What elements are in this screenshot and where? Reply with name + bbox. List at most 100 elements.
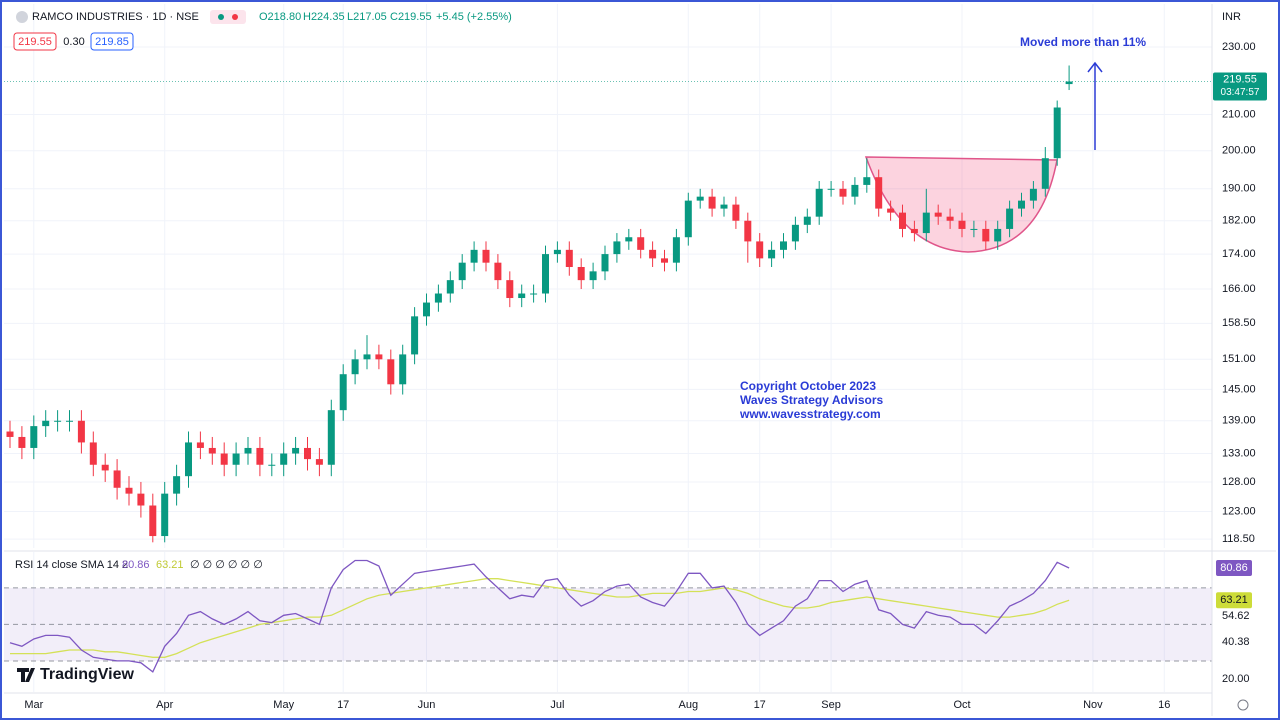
candle-body — [589, 271, 597, 281]
y-tick-label: 128.00 — [1222, 476, 1256, 488]
currency[interactable]: INR — [1222, 11, 1241, 23]
candle-body — [851, 184, 859, 197]
candle-body — [887, 208, 895, 213]
arrow-head — [1087, 61, 1103, 73]
settings-icon[interactable] — [1237, 699, 1249, 711]
candle-body — [113, 470, 121, 488]
candle-body — [458, 262, 466, 281]
annotation: Waves Strategy Advisors — [740, 393, 883, 407]
candle-body — [42, 420, 50, 427]
x-tick-label: Nov — [1083, 699, 1103, 711]
candle-body — [1053, 107, 1061, 159]
status-dot — [232, 14, 238, 20]
candle-body — [137, 493, 145, 506]
status-pill — [210, 10, 246, 24]
candle-body — [280, 453, 288, 465]
candle-body — [565, 249, 573, 268]
candle-body — [6, 431, 14, 437]
candle-body — [946, 216, 954, 221]
y-tick-label: 182.00 — [1222, 215, 1256, 227]
candle-body — [1065, 81, 1073, 85]
candle-body — [304, 447, 311, 460]
candle-body — [518, 293, 526, 299]
candle-body — [970, 228, 978, 230]
candle-body — [875, 177, 883, 209]
candle-body — [125, 487, 133, 494]
candle-body — [220, 453, 228, 465]
buy-box[interactable] — [90, 32, 134, 51]
annotation: Copyright October 2023 — [740, 379, 876, 393]
y-tick-label: 133.00 — [1222, 447, 1256, 459]
candle-body — [720, 204, 728, 209]
status-dot — [218, 14, 224, 20]
candle-body — [661, 258, 668, 263]
x-tick-label: Oct — [953, 699, 970, 711]
candle-body — [696, 196, 704, 201]
x-tick-label: Apr — [156, 699, 173, 711]
candle-body — [149, 505, 157, 537]
candle-body — [351, 359, 359, 375]
y-tick-label: 230.00 — [1222, 41, 1256, 53]
y-tick-label: 174.00 — [1222, 248, 1256, 260]
value-badge-label: 63.21 — [1220, 594, 1248, 606]
x-tick-label: 17 — [337, 699, 349, 711]
candle-body — [494, 262, 502, 281]
indicator-line — [10, 578, 1070, 658]
value-badge — [1216, 560, 1252, 577]
annotation: Moved more than 11% — [1020, 35, 1146, 49]
indicator-value: 80.86 — [122, 559, 150, 571]
indicator-value: 63.21 — [156, 559, 184, 571]
candle-body — [30, 426, 38, 448]
y-tick-label: 54.62 — [1222, 610, 1250, 622]
candle-body — [839, 188, 847, 197]
symbol[interactable]: RAMCO INDUSTRIES · 1D · NSE — [32, 11, 199, 23]
candle-body — [780, 241, 787, 250]
candle-body — [18, 436, 26, 448]
ohlc: O218.80 — [259, 11, 301, 23]
candle-body — [684, 200, 692, 238]
y-tick-label: 190.00 — [1222, 183, 1256, 195]
ohlc: L217.05 — [347, 11, 387, 23]
candle-body — [244, 447, 252, 454]
candle-body — [315, 459, 323, 465]
x-tick-label: Jun — [418, 699, 436, 711]
candle-body — [744, 220, 752, 242]
x-tick-label: Sep — [821, 699, 841, 711]
buy-price[interactable]: 219.85 — [95, 36, 129, 48]
candle-body — [434, 293, 442, 303]
sell-price[interactable]: 219.55 — [18, 36, 52, 48]
symbol-logo — [16, 11, 28, 23]
candle-body — [161, 493, 169, 537]
candle-body — [423, 302, 430, 317]
countdown: 03:47:57 — [1221, 87, 1260, 98]
y-tick-label: 166.00 — [1222, 283, 1256, 295]
candle-body — [601, 254, 609, 272]
candle-body — [77, 420, 85, 443]
candle-body — [768, 249, 776, 259]
value-badge — [1216, 592, 1252, 609]
price-badge — [1213, 72, 1267, 101]
brand[interactable]: TradingView — [40, 666, 135, 683]
y-tick-label: 151.00 — [1222, 353, 1256, 365]
spread: 0.30 — [63, 36, 84, 48]
candle-body — [363, 354, 371, 360]
sell-box[interactable] — [13, 32, 57, 51]
candle-body — [339, 374, 347, 411]
y-tick-label: 145.00 — [1222, 383, 1256, 395]
candle-body — [482, 249, 490, 263]
indicator-extra: ∅ ∅ ∅ ∅ ∅ ∅ — [190, 559, 263, 571]
indicator-title: RSI 14 close SMA 14 2 — [15, 559, 128, 571]
ohlc: H224.35 — [303, 11, 345, 23]
x-tick-label: 17 — [754, 699, 766, 711]
candle-body — [232, 453, 240, 465]
candle-body — [899, 212, 906, 229]
candle-body — [553, 249, 561, 255]
candle-body — [292, 447, 300, 454]
candle-body — [934, 212, 942, 217]
annotation: www.wavesstrategy.com — [739, 407, 881, 421]
candle-body — [803, 216, 811, 225]
candle-body — [256, 447, 264, 465]
